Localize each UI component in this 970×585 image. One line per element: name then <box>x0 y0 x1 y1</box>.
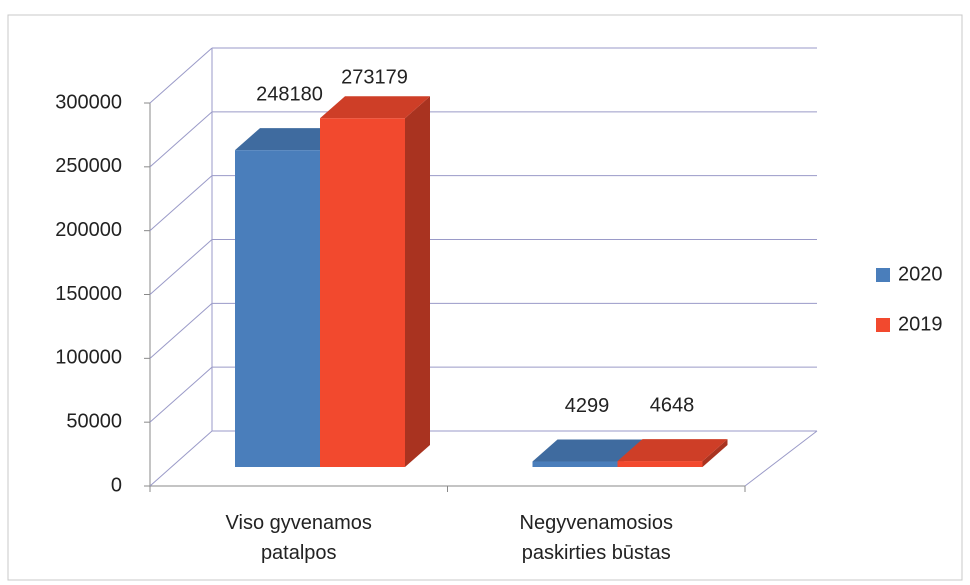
data-label: 4299 <box>565 395 610 417</box>
y-tick-label: 0 <box>111 474 122 496</box>
bar <box>617 461 703 467</box>
bar <box>320 118 405 467</box>
grid-line <box>149 175 213 232</box>
bar-side <box>405 96 430 467</box>
floor-edge <box>744 430 818 487</box>
legend-label: 2019 <box>898 313 943 335</box>
bar-side <box>702 439 728 467</box>
bar <box>532 461 618 467</box>
grid-line <box>149 302 213 359</box>
grid-line <box>149 47 213 104</box>
y-tick-label: 250000 <box>55 155 122 177</box>
data-label: 273179 <box>341 66 408 88</box>
x-tick-label: Viso gyvenamos patalpos <box>225 512 372 564</box>
y-tick-label: 50000 <box>66 410 122 432</box>
grid-line <box>149 239 213 295</box>
grid-line <box>149 366 213 423</box>
bar <box>235 150 320 467</box>
legend-swatch <box>876 268 890 282</box>
grid-line <box>149 430 213 487</box>
legend-label: 2020 <box>898 263 943 285</box>
grid-line <box>149 111 213 168</box>
legend-swatch <box>876 318 890 332</box>
y-tick-label: 150000 <box>55 283 122 305</box>
chart-border <box>7 14 963 581</box>
data-label: 248180 <box>256 83 323 105</box>
data-label: 4648 <box>650 394 695 416</box>
bar-top <box>235 128 345 151</box>
y-tick-label: 200000 <box>55 219 122 241</box>
bar-top <box>320 96 430 119</box>
x-tick-label: Negyvenamosios paskirties būstas <box>519 512 673 564</box>
y-tick-label: 300000 <box>55 91 122 113</box>
y-tick-label: 100000 <box>55 347 122 369</box>
bar-top <box>617 439 728 462</box>
bar-top <box>532 439 643 462</box>
